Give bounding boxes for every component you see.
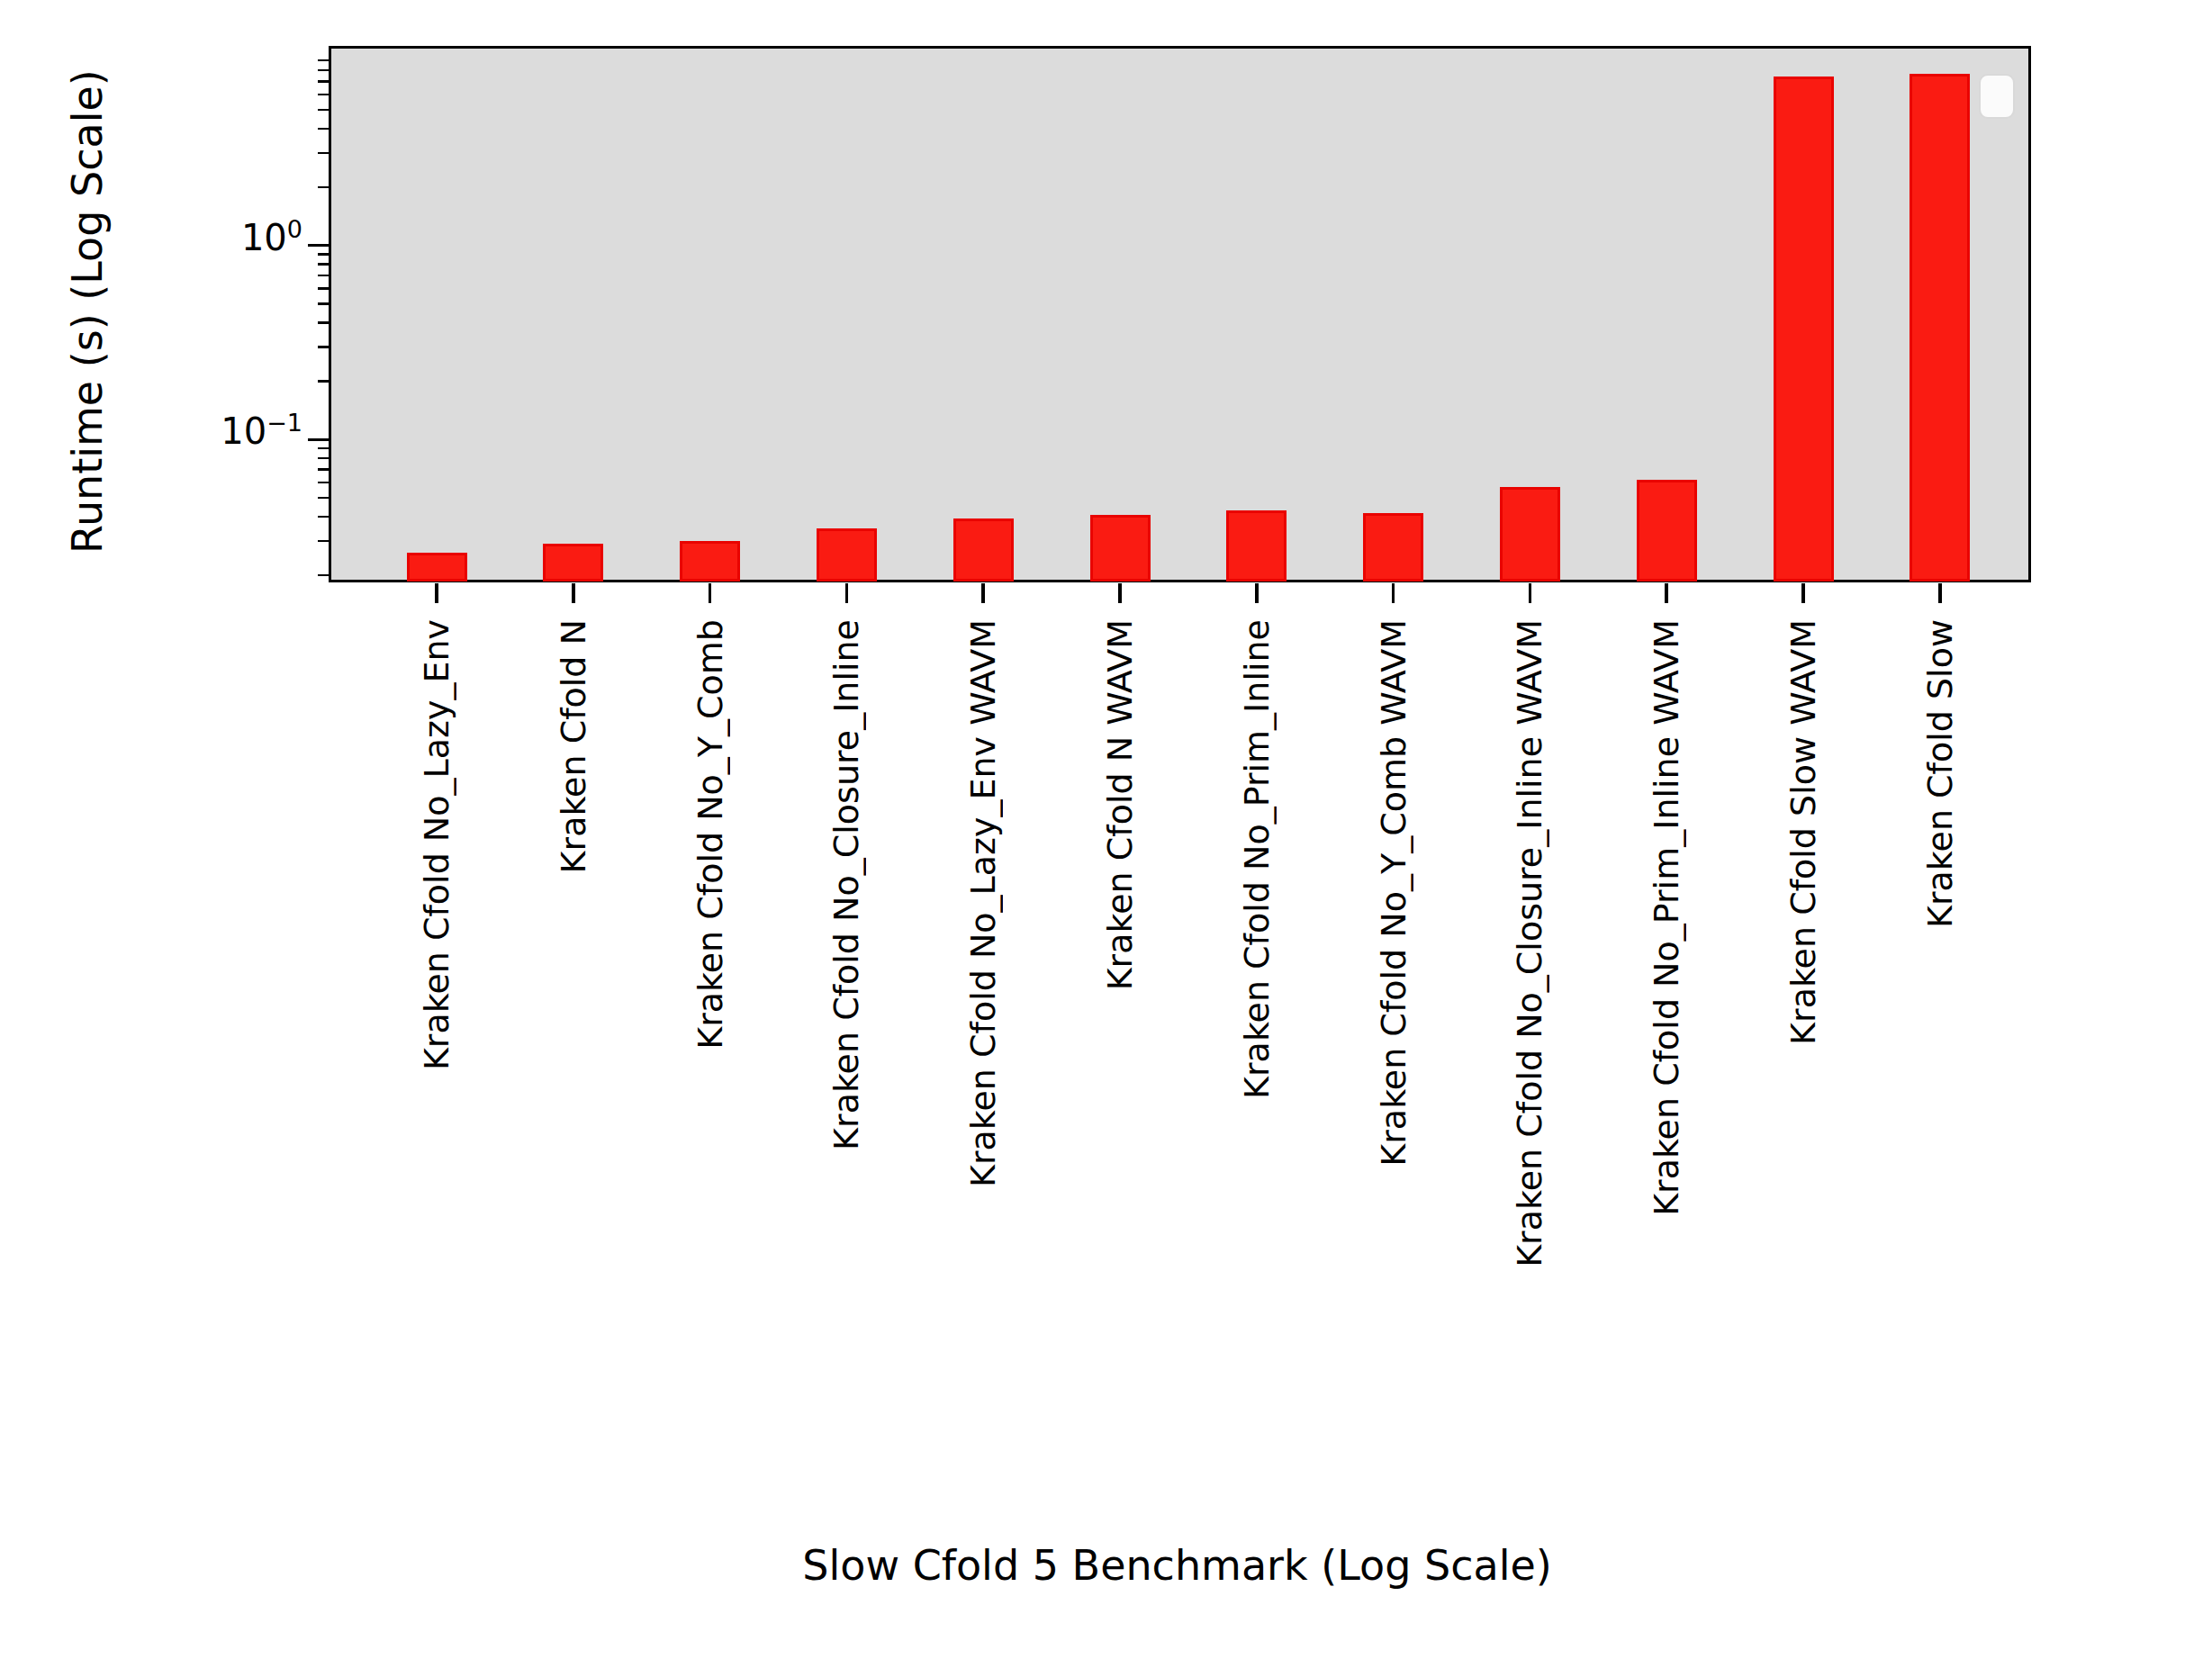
y-minor-tick <box>318 468 329 471</box>
bar <box>543 544 603 582</box>
y-minor-tick <box>318 321 329 324</box>
bar <box>680 541 740 582</box>
y-minor-tick <box>318 263 329 266</box>
y-minor-tick <box>318 574 329 577</box>
y-minor-tick <box>318 128 329 131</box>
x-tick-label: Kraken Cfold N <box>555 619 592 873</box>
y-minor-tick <box>318 94 329 96</box>
x-tick-label: Kraken Cfold No_Prim_Inline WAVM <box>1648 619 1685 1216</box>
y-minor-tick <box>318 516 329 518</box>
y-axis-title: Runtime (s) (Log Scale) <box>63 46 112 577</box>
bar <box>407 553 467 582</box>
y-minor-tick <box>318 482 329 484</box>
figure: Kraken Cfold No_Lazy_Env Kraken Cfold N Kr… <box>0 0 2212 1659</box>
x-tick-label: Kraken Cfold No_Lazy_Env WAVM <box>964 619 1002 1187</box>
y-tick <box>308 244 329 248</box>
bar <box>1910 74 1970 582</box>
bar <box>1363 513 1423 582</box>
y-minor-tick <box>318 253 329 256</box>
x-tick-label: Kraken Cfold N WAVM <box>1101 619 1139 990</box>
y-tick-label: 100 <box>241 217 302 258</box>
y-tick-label: 10−1 <box>221 410 302 452</box>
y-minor-tick <box>318 59 329 62</box>
bar <box>1500 487 1560 582</box>
y-minor-tick <box>318 109 329 112</box>
x-tick <box>1801 583 1805 603</box>
x-tick-label: Kraken Cfold Slow WAVM <box>1784 619 1822 1045</box>
x-tick-label: Kraken Cfold No_Y_Comb WAVM <box>1375 619 1413 1167</box>
y-minor-tick <box>318 380 329 383</box>
y-minor-tick <box>318 540 329 543</box>
x-tick-label: Kraken Cfold No_Lazy_Env <box>418 619 456 1070</box>
x-tick <box>1938 583 1942 603</box>
y-minor-tick <box>318 186 329 189</box>
x-tick <box>1392 583 1395 603</box>
bar <box>1226 510 1287 582</box>
bar <box>1774 77 1834 582</box>
x-tick <box>1118 583 1122 603</box>
y-minor-tick <box>318 497 329 500</box>
bar <box>817 528 877 582</box>
bar <box>1637 480 1697 582</box>
x-tick <box>572 583 575 603</box>
x-tick-label: Kraken Cfold Slow <box>1921 619 1959 928</box>
y-tick <box>308 438 329 442</box>
x-tick <box>845 583 849 603</box>
x-tick <box>1665 583 1668 603</box>
x-tick <box>1255 583 1259 603</box>
x-tick-label: Kraken Cfold No_Y_Comb <box>691 619 729 1050</box>
x-tick <box>981 583 985 603</box>
y-minor-tick <box>318 287 329 290</box>
x-tick <box>435 583 438 603</box>
y-minor-tick <box>318 447 329 450</box>
y-minor-tick <box>318 346 329 348</box>
y-minor-tick <box>318 457 329 460</box>
y-minor-tick <box>318 152 329 155</box>
y-minor-tick <box>318 69 329 72</box>
y-minor-tick <box>318 275 329 277</box>
bar <box>953 518 1014 582</box>
x-tick <box>1529 583 1532 603</box>
y-minor-tick <box>318 80 329 83</box>
x-tick-label: Kraken Cfold No_Closure_Inline <box>827 619 865 1150</box>
x-tick <box>709 583 712 603</box>
y-minor-tick <box>318 302 329 305</box>
legend-box <box>1979 74 2015 119</box>
x-tick-label: Kraken Cfold No_Closure_Inline WAVM <box>1511 619 1548 1267</box>
x-tick-label: Kraken Cfold No_Prim_Inline <box>1238 619 1276 1099</box>
bar <box>1090 515 1151 582</box>
x-axis-title: Slow Cfold 5 Benchmark (Log Scale) <box>329 1541 2026 1590</box>
